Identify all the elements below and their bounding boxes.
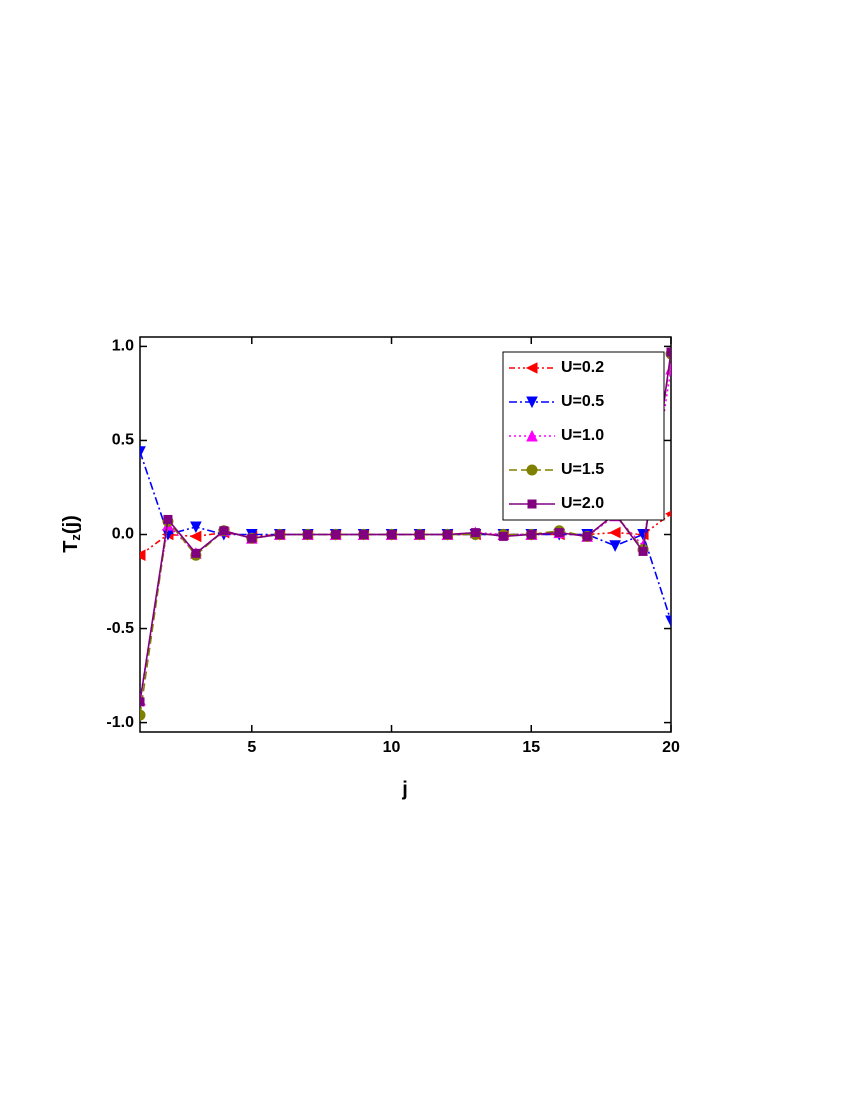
series-line bbox=[140, 351, 671, 703]
x-tick-label: 15 bbox=[522, 739, 540, 756]
legend-label: U=1.0 bbox=[561, 427, 604, 444]
marker bbox=[442, 530, 452, 539]
marker bbox=[191, 548, 201, 558]
y-label-base: T bbox=[60, 541, 82, 553]
marker bbox=[387, 530, 397, 539]
marker bbox=[303, 530, 313, 539]
y-tick-label: -0.5 bbox=[106, 620, 134, 637]
marker bbox=[609, 540, 621, 552]
y-label-subscript: z bbox=[68, 534, 83, 541]
marker bbox=[140, 709, 146, 721]
marker bbox=[470, 528, 480, 538]
legend-label: U=1.5 bbox=[561, 461, 604, 478]
marker bbox=[665, 615, 671, 628]
marker bbox=[526, 464, 538, 476]
x-tick-label: 5 bbox=[247, 739, 256, 756]
marker bbox=[359, 530, 369, 539]
series bbox=[140, 347, 671, 707]
marker bbox=[331, 530, 341, 539]
legend-label: U=0.2 bbox=[561, 359, 604, 376]
y-tick-label: 0.0 bbox=[112, 526, 134, 543]
marker bbox=[140, 697, 145, 707]
x-tick-label: 10 bbox=[383, 739, 401, 756]
marker bbox=[189, 530, 202, 543]
marker bbox=[219, 526, 229, 536]
marker bbox=[247, 533, 257, 543]
y-label-suffix: (j) bbox=[60, 515, 82, 534]
legend-label: U=0.5 bbox=[561, 393, 604, 410]
marker bbox=[582, 531, 592, 541]
marker bbox=[526, 530, 536, 539]
marker bbox=[526, 396, 538, 409]
legend-label: U=2.0 bbox=[561, 495, 604, 512]
y-tick-label: -1.0 bbox=[106, 714, 134, 731]
y-axis-label: Tz(j) bbox=[60, 515, 83, 553]
marker bbox=[554, 528, 564, 538]
marker bbox=[527, 499, 537, 509]
marker bbox=[526, 429, 538, 442]
marker bbox=[498, 531, 508, 541]
marker bbox=[664, 510, 671, 517]
marker bbox=[414, 530, 424, 539]
marker bbox=[525, 362, 538, 374]
marker bbox=[275, 530, 285, 539]
y-tick-label: 0.5 bbox=[112, 432, 134, 449]
marker bbox=[140, 446, 146, 458]
marker bbox=[190, 521, 202, 534]
marker bbox=[608, 526, 621, 539]
marker bbox=[638, 546, 648, 556]
marker bbox=[666, 347, 671, 357]
x-axis-label: j bbox=[401, 778, 408, 800]
marker bbox=[163, 514, 173, 524]
y-tick-label: 1.0 bbox=[112, 338, 134, 355]
x-tick-label: 20 bbox=[662, 739, 680, 756]
marker bbox=[140, 549, 146, 561]
